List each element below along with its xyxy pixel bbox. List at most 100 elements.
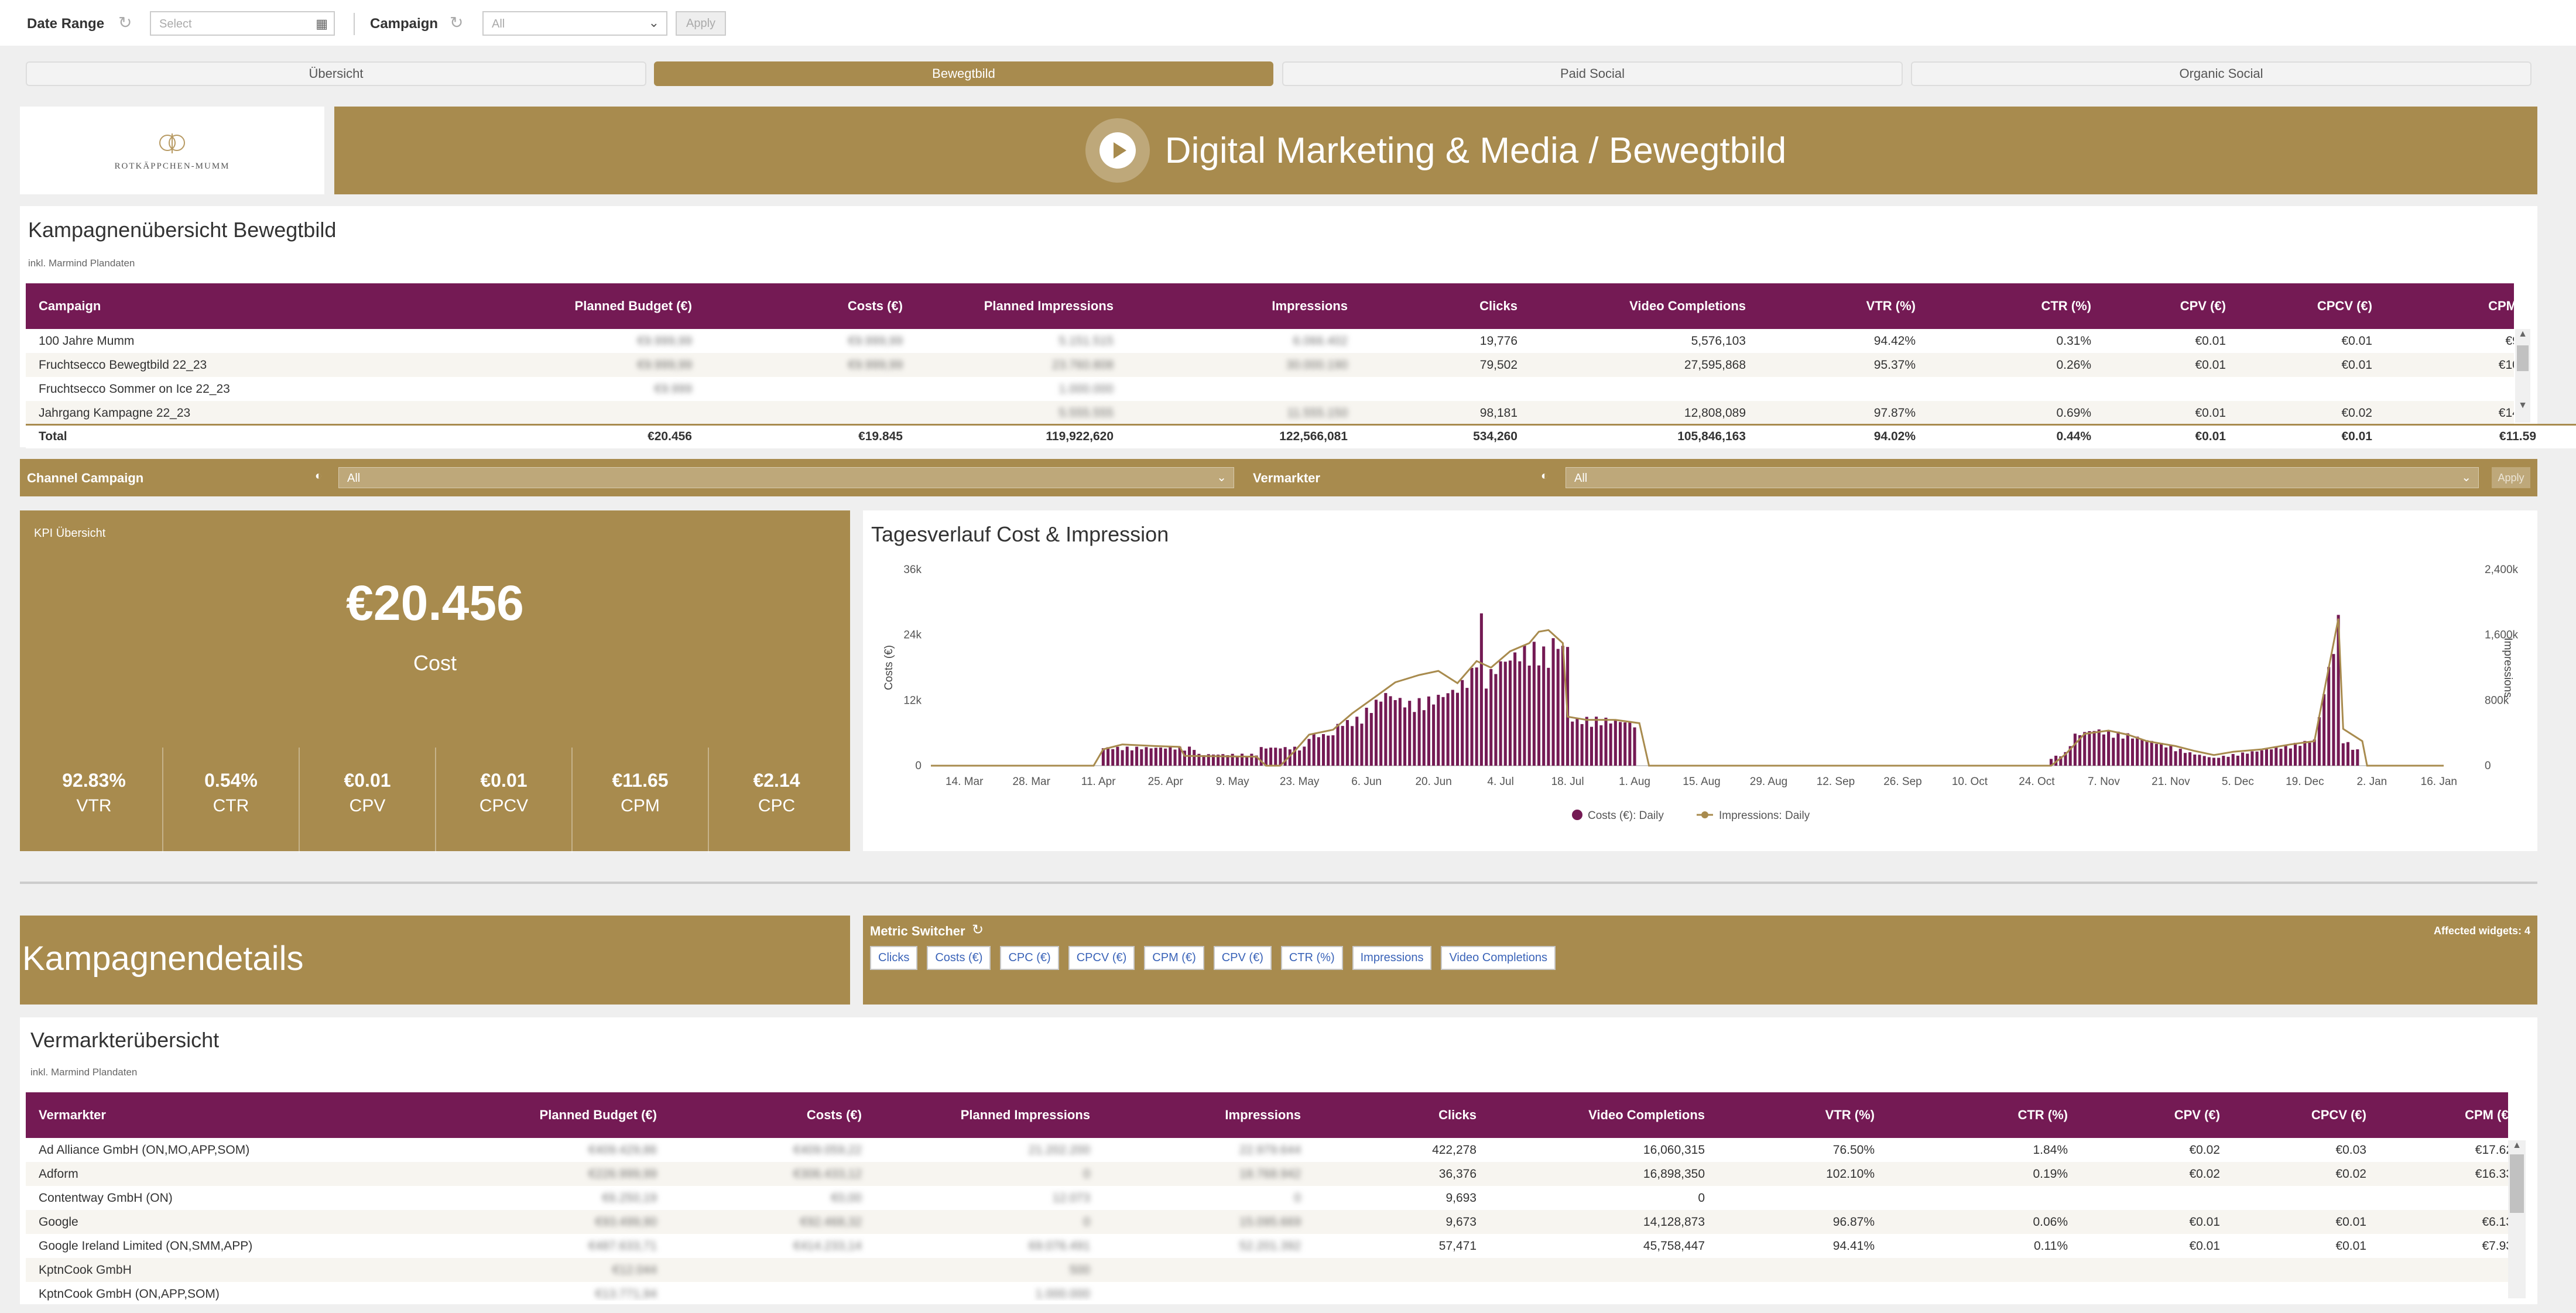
table-cell: Ad Alliance GmbH (ON,MO,APP,SOM) <box>39 1143 250 1157</box>
metric-button[interactable]: CPC (€) <box>1000 946 1059 970</box>
column-header: VTR (%) <box>1866 299 1916 313</box>
column-header: Impressions <box>1225 1108 1301 1122</box>
cost-bar <box>1465 688 1469 766</box>
calendar-icon[interactable]: ▦ <box>316 16 328 31</box>
table-cell: €9.999 <box>471 377 705 401</box>
x-tick-label: 4. Jul <box>1487 776 1513 788</box>
y-tick-label: 36k <box>903 564 922 576</box>
x-tick-label: 23. May <box>1280 776 1320 788</box>
cost-bar <box>2054 755 2058 766</box>
scroll-up-icon[interactable]: ▲ <box>2512 1140 2522 1150</box>
table-cell <box>2233 1282 2379 1301</box>
metric-button[interactable]: Impressions <box>1352 946 1432 970</box>
table-row[interactable]: Contentway GmbH (ON) €6.250,19 €0,00 12.073… <box>26 1186 2508 1210</box>
cost-bar <box>1580 724 1584 766</box>
cost-bar <box>1614 719 1617 766</box>
table-cell: 94.41% <box>1832 1239 1875 1253</box>
table-cell: 96.87% <box>1718 1210 1888 1234</box>
table-row[interactable]: Fruchtsecco Bewegtbild 22_23 €9.999,99 €9.… <box>26 353 2514 377</box>
cost-bar <box>1279 748 1282 766</box>
table-row[interactable]: Adform €226.999,99 €306.433,12 0 18.768.942 3… <box>26 1162 2508 1186</box>
scroll-down-icon[interactable]: ▼ <box>2518 400 2527 410</box>
table-row[interactable]: Ad Alliance GmbH (ON,MO,APP,SOM) €409.429… <box>26 1138 2508 1162</box>
date-reset-icon[interactable]: ↻ <box>118 13 132 32</box>
table-cell: 0.31% <box>2056 334 2091 348</box>
redacted-value: 21.202.200 <box>1028 1143 1090 1157</box>
scroll-up-icon[interactable]: ▲ <box>2518 329 2527 339</box>
table-cell: €0.01 <box>2104 401 2239 424</box>
table-cell: 57,471 <box>1438 1239 1477 1253</box>
table-cell <box>705 401 916 424</box>
column-header: Impressions <box>1272 299 1348 313</box>
kpi-ctr-value: 0.54% <box>204 770 258 791</box>
table-cell: €9.999,99 <box>471 329 705 353</box>
metric-button[interactable]: Video Completions <box>1441 946 1556 970</box>
metric-button[interactable]: Clicks <box>870 946 918 970</box>
date-range-input[interactable]: Select ▦ <box>150 11 335 36</box>
table-row[interactable]: KptnCook GmbH (ON,APP,SOM) €13.771,94 1.00… <box>26 1282 2508 1301</box>
table-cell: €0.03 <box>2335 1143 2366 1157</box>
cost-bar <box>1532 642 1536 766</box>
column-header: Video Completions <box>1588 1108 1705 1122</box>
table-row[interactable]: KptnCook GmbH €12.044 500 <box>26 1258 2508 1282</box>
impressions-line <box>931 618 2444 767</box>
table-cell: €226.999,99 <box>447 1162 670 1186</box>
metric-button[interactable]: Costs (€) <box>927 946 991 970</box>
redacted-value: 500 <box>1069 1263 1090 1277</box>
kpi-cpc-value: €2.14 <box>753 770 800 791</box>
campaign-select[interactable]: All ⌄ <box>482 11 667 36</box>
campaign-select-value: All <box>492 18 505 30</box>
table-cell <box>1888 1282 2081 1301</box>
metric-reset-icon[interactable]: ↻ <box>972 922 984 938</box>
cost-bar <box>1369 712 1373 766</box>
metric-button[interactable]: CPM (€) <box>1144 946 1204 970</box>
metric-button-group: Clicks Costs (€) CPC (€) CPCV (€) CPM (€) CPV… <box>870 946 1565 970</box>
kpi-cpc-label: CPC <box>758 796 796 815</box>
cost-bar <box>1331 735 1335 766</box>
campaign-reset-icon[interactable]: ↻ <box>450 13 464 32</box>
campaign-table-scrollbar[interactable]: ▲ ▼ <box>2515 329 2530 423</box>
table-cell: €17.62 <box>2475 1143 2508 1157</box>
cost-bar <box>1499 661 1502 766</box>
table-row[interactable]: Jahrgang Kampagne 22_23 5.555.555 11.555.1… <box>26 401 2514 424</box>
tab-paid-social[interactable]: Paid Social <box>1282 61 1903 86</box>
apply-button[interactable]: Apply <box>676 11 726 36</box>
scrollbar-thumb[interactable] <box>2510 1154 2524 1213</box>
tab-bewegtbild[interactable]: Bewegtbild <box>654 61 1273 86</box>
totals-table: Total €20.456 €19.845 119,922,620 122,566,08… <box>26 424 2576 448</box>
table-cell: 15.095.669 <box>1103 1210 1314 1234</box>
cost-bar <box>1231 753 1234 766</box>
table-cell: 102.10% <box>1718 1162 1888 1186</box>
table-cell <box>670 1258 875 1282</box>
tab-uebersicht[interactable]: Übersicht <box>26 61 646 86</box>
redacted-value: €9.999,99 <box>637 334 692 348</box>
cost-bar <box>1585 717 1588 766</box>
table-cell <box>471 401 705 424</box>
metric-button[interactable]: CPV (€) <box>1213 946 1272 970</box>
vermarkter-select[interactable]: All ⌄ <box>1566 467 2479 488</box>
table-row[interactable]: Google Ireland Limited (ON,SMM,APP) €487.… <box>26 1234 2508 1258</box>
channel-apply-button[interactable]: Apply <box>2492 467 2530 488</box>
table-cell <box>2233 1186 2379 1210</box>
vermarkter-table-scrollbar[interactable]: ▲ <box>2508 1140 2526 1298</box>
vermarkter-toggle-icon[interactable]: ◐ <box>1541 469 1549 482</box>
tab-organic-social[interactable]: Organic Social <box>1911 61 2532 86</box>
channel-toggle-icon[interactable]: ◐ <box>315 469 323 482</box>
cost-bar <box>1303 746 1306 766</box>
metric-button[interactable]: CPCV (€) <box>1068 946 1135 970</box>
cost-bar <box>1446 693 1450 766</box>
channel-campaign-value: All <box>347 472 361 485</box>
cost-bar <box>2207 757 2211 766</box>
table-row[interactable]: Google €93.499,90 €92.468,32 0 15.095.669 9,6… <box>26 1210 2508 1234</box>
metric-button[interactable]: CTR (%) <box>1280 946 1343 970</box>
cost-bar <box>1164 748 1167 766</box>
cost-bar <box>1217 755 1220 766</box>
cost-bar <box>1178 746 1181 766</box>
channel-campaign-select[interactable]: All ⌄ <box>338 467 1234 488</box>
cost-bar <box>1140 749 1143 766</box>
scrollbar-thumb[interactable] <box>2517 345 2529 371</box>
table-row[interactable]: Fruchtsecco Sommer on Ice 22_23 €9.999 1.0… <box>26 377 2514 401</box>
table-row[interactable]: 100 Jahre Mumm €9.999,99 €9.999,99 5.151.51… <box>26 329 2514 353</box>
channel-filter-bar: Channel Campaign ◐ All ⌄ Vermarkter ◐ Al… <box>20 459 2537 496</box>
redacted-value: €226.999,99 <box>588 1167 657 1181</box>
